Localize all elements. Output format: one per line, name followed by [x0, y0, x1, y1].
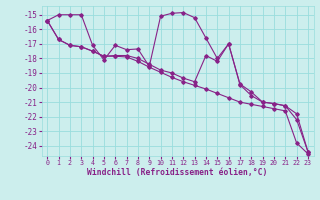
- X-axis label: Windchill (Refroidissement éolien,°C): Windchill (Refroidissement éolien,°C): [87, 168, 268, 177]
